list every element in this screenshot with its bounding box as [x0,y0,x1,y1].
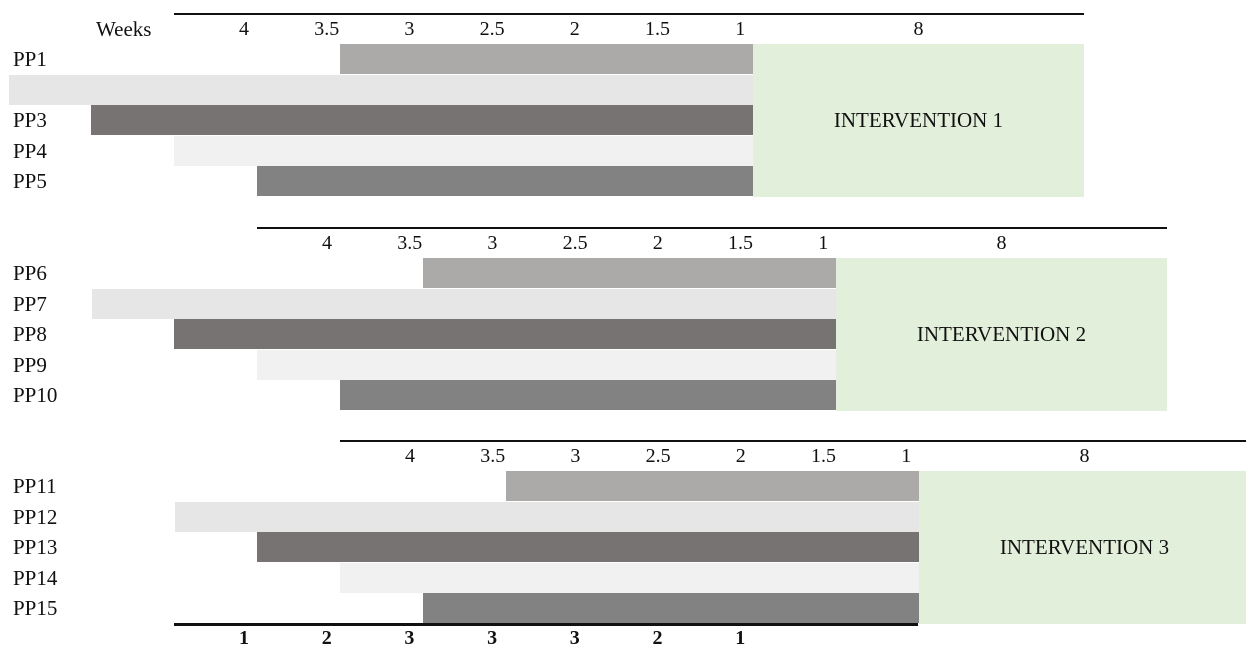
weeks-label: Weeks [96,17,152,41]
intervention-1-block: INTERVENTION 1 [753,44,1084,197]
bottom-count-label: 3 [569,627,580,649]
week-tick-label: 3 [404,18,415,40]
baseline-bar-pp14 [340,562,919,593]
group-3-top-line [340,440,1246,442]
week-tick-label: 2.5 [479,18,505,40]
participant-label: PP15 [13,596,58,621]
bottom-count-label: 3 [404,627,415,649]
intervention-1-label: INTERVENTION 1 [833,108,1004,132]
participant-label: PP13 [13,535,58,560]
intervention-weeks-label: 8 [996,232,1007,254]
baseline-bar-pp12 [174,501,919,532]
week-tick-label: 1.5 [811,445,836,467]
week-tick-label: 4 [322,232,332,254]
baseline-bar-pp5 [256,166,753,197]
week-tick-label: 2 [569,18,580,40]
baseline-bar-pp8 [174,319,836,350]
intervention-3-label: INTERVENTION 3 [999,535,1170,559]
participant-label: PP4 [13,138,47,163]
participant-label: PP12 [13,504,58,529]
baseline-bar-pp2 [8,74,753,105]
week-tick-label: 3.5 [314,18,340,40]
baseline-bar-pp1 [339,44,753,74]
baseline-bar-pp11 [505,471,919,501]
baseline-bar-pp3 [91,105,753,136]
week-tick-label: 3.5 [480,445,506,467]
participant-label: PP8 [13,322,47,347]
participant-label: PP11 [13,474,57,498]
week-tick-label: 2 [735,445,746,467]
bottom-axis-line [174,623,918,626]
intervention-weeks-label: 8 [913,18,924,40]
baseline-bar-pp15 [422,593,919,624]
week-tick-label: 3 [487,232,498,254]
baseline-bar-pp10 [339,380,836,411]
bottom-count-label: 1 [239,627,249,649]
participant-label: PP6 [13,261,47,285]
week-tick-label: 2 [652,232,663,254]
participant-label: PP3 [13,108,47,133]
intervention-3-block: INTERVENTION 3 [919,471,1246,624]
intervention-weeks-label: 8 [1079,445,1090,467]
week-tick-label: 1.5 [645,18,670,40]
baseline-bar-pp9 [257,349,836,380]
week-tick-label: 1 [901,445,912,467]
week-tick-label: 1 [818,232,829,254]
week-tick-label: 3.5 [397,232,423,254]
baseline-bar-pp4 [174,135,753,166]
week-tick-label: 1 [735,18,746,40]
participant-label: PP10 [13,383,58,408]
bottom-count-label: 1 [735,627,746,649]
bottom-count-label: 3 [487,627,498,649]
participant-label: PP1 [13,47,47,71]
participant-label: PP14 [13,565,58,590]
group-2-top-line [257,227,1167,229]
group-1-top-line [174,13,1084,15]
week-tick-label: 2.5 [562,232,588,254]
week-tick-label: 4 [405,445,415,467]
week-tick-label: 4 [239,18,249,40]
baseline-bar-pp7 [91,288,836,319]
participant-label: PP7 [13,291,47,316]
intervention-2-label: INTERVENTION 2 [916,322,1087,346]
week-tick-label: 1.5 [728,232,753,254]
intervention-2-block: INTERVENTION 2 [836,258,1167,411]
bottom-count-label: 2 [652,627,663,649]
week-tick-label: 2.5 [645,445,671,467]
baseline-bar-pp6 [422,258,836,288]
baseline-bar-pp13 [257,532,919,563]
week-tick-label: 3 [570,445,581,467]
participant-label: PP5 [13,169,47,194]
bottom-count-label: 2 [321,627,332,649]
participant-label: PP9 [13,352,47,377]
